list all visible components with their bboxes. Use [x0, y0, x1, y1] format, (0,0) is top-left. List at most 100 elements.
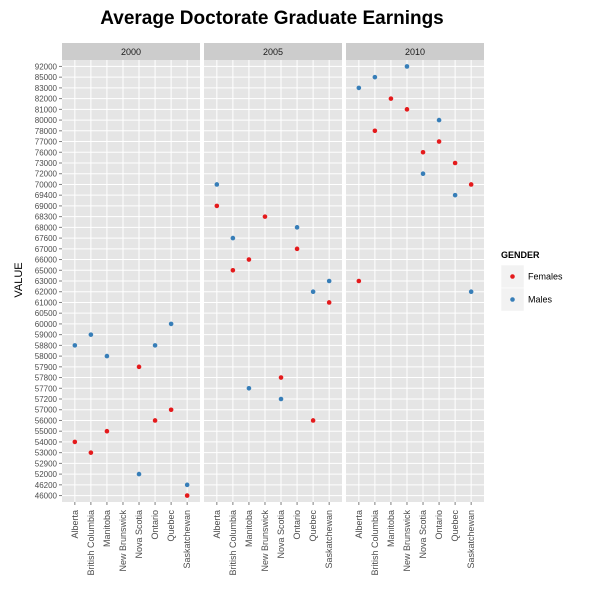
point-males-2010-new-brunswick [404, 64, 410, 69]
point-females-2010-ontario [436, 139, 442, 144]
x-tick-label: Ontario [292, 510, 302, 540]
y-tick-label: 66000 [35, 256, 58, 265]
point-females-2005-saskatchewan [326, 300, 332, 305]
y-tick-label: 82000 [35, 95, 58, 104]
x-tick-label: Quebec [308, 510, 318, 542]
x-tick-label: Manitoba [244, 510, 254, 547]
y-tick-label: 68300 [35, 213, 58, 222]
y-tick-label: 62000 [35, 288, 58, 297]
x-tick-label: Quebec [166, 510, 176, 542]
point-males-2000-nova-scotia [136, 471, 142, 477]
y-tick-label: 70000 [35, 180, 58, 189]
y-axis-title: VALUE [13, 262, 25, 297]
x-tick-label: British Columbia [86, 510, 96, 576]
point-males-2010-alberta [356, 85, 362, 91]
y-tick-label: 72000 [35, 170, 58, 179]
point-males-2005-quebec [310, 289, 316, 295]
chart-title: Average Doctorate Graduate Earnings [100, 8, 444, 29]
point-females-2010-quebec [452, 160, 458, 166]
point-males-2005-manitoba [246, 385, 252, 391]
point-females-2000-nova-scotia [136, 364, 142, 370]
facet-strip [204, 43, 342, 60]
x-tick-label: Saskatchewan [324, 510, 334, 569]
y-tick-label: 57200 [35, 395, 58, 404]
point-females-2000-saskatchewan [184, 493, 190, 498]
y-tick-label: 68000 [35, 223, 58, 232]
x-tick-label: Saskatchewan [182, 510, 192, 569]
point-females-2005-nova-scotia [278, 375, 284, 380]
point-females-2005-alberta [214, 203, 220, 209]
x-tick-label: Manitoba [386, 510, 396, 547]
legend: GENDER Females Males [500, 250, 563, 312]
point-males-2010-nova-scotia [420, 171, 426, 177]
y-tick-label: 55000 [35, 427, 58, 436]
y-tick-label: 69000 [35, 202, 58, 211]
x-tick-label: Ontario [150, 510, 160, 540]
x-tick-label: Alberta [354, 510, 364, 539]
y-tick-label: 46000 [35, 492, 58, 501]
x-tick-label: Nova Scotia [134, 510, 144, 559]
point-females-2010-nova-scotia [420, 149, 426, 155]
y-tick-label: 59000 [35, 331, 58, 340]
y-tick-label: 83000 [35, 84, 58, 93]
facet-strip-label: 2005 [263, 47, 283, 57]
y-tick-label: 58800 [35, 341, 58, 350]
point-females-2000-british-columbia [88, 450, 94, 455]
facet-strip-label: 2000 [121, 47, 141, 57]
facet-panels: 2000 Alberta British Columbia Manitoba New B… [35, 43, 484, 576]
legend-title: GENDER [501, 250, 540, 260]
point-females-2010-new-brunswick [404, 107, 410, 112]
y-tick-label: 57800 [35, 374, 58, 383]
y-tick-label: 80000 [35, 116, 58, 125]
point-females-2005-manitoba [246, 257, 252, 262]
point-males-2005-nova-scotia [278, 396, 284, 402]
y-tick-label: 69400 [35, 191, 58, 200]
y-tick-label: 61000 [35, 298, 58, 307]
y-tick-label: 54000 [35, 438, 58, 447]
y-tick-label: 52900 [35, 459, 58, 468]
point-females-2010-british-columbia [372, 128, 378, 134]
point-females-2005-new-brunswick [262, 214, 268, 219]
point-males-2000-saskatchewan [184, 482, 190, 488]
y-tick-label: 60000 [35, 320, 58, 329]
x-tick-label: Alberta [212, 510, 222, 539]
x-tick-label: Nova Scotia [418, 510, 428, 559]
point-males-2000-alberta [72, 343, 78, 348]
point-males-2005-british-columbia [230, 235, 236, 241]
x-tick-label: British Columbia [370, 510, 380, 576]
x-tick-label: New Brunswick [260, 510, 270, 572]
x-tick-label: Quebec [450, 510, 460, 542]
point-females-2000-ontario [152, 418, 158, 423]
y-tick-label: 67600 [35, 234, 58, 243]
y-tick-label: 53000 [35, 449, 58, 458]
y-tick-label: 73000 [35, 159, 58, 168]
point-females-2000-manitoba [104, 428, 110, 434]
y-tick-label: 56000 [35, 416, 58, 425]
y-tick-label: 67000 [35, 245, 58, 254]
point-males-2010-quebec [452, 192, 458, 198]
x-tick-label: New Brunswick [402, 510, 412, 572]
point-females-2010-alberta [356, 278, 362, 284]
y-tick-label: 63000 [35, 277, 58, 286]
y-tick-label: 77000 [35, 138, 58, 147]
point-males-2005-saskatchewan [326, 278, 332, 284]
facet-strip-label: 2010 [405, 47, 425, 57]
facet-panel-2010: 2010 Alberta British Columbia Manitoba New B… [346, 43, 484, 576]
point-males-2000-ontario [152, 343, 158, 348]
point-males-2010-saskatchewan [468, 289, 474, 295]
y-tick-label: 65000 [35, 266, 58, 275]
y-tick-label: 52000 [35, 470, 58, 479]
point-males-2005-alberta [214, 182, 220, 187]
x-tick-label: Manitoba [102, 510, 112, 547]
point-males-2010-ontario [436, 117, 442, 123]
point-males-2000-british-columbia [88, 332, 94, 337]
point-females-2005-ontario [294, 246, 300, 252]
point-males-2010-british-columbia [372, 74, 378, 80]
point-females-2010-manitoba [388, 96, 394, 101]
y-tick-label: 81000 [35, 105, 58, 114]
x-tick-label: Saskatchewan [466, 510, 476, 569]
x-tick-label: British Columbia [228, 510, 238, 576]
y-tick-label: 57000 [35, 406, 58, 415]
y-tick-label: 58000 [35, 352, 58, 361]
